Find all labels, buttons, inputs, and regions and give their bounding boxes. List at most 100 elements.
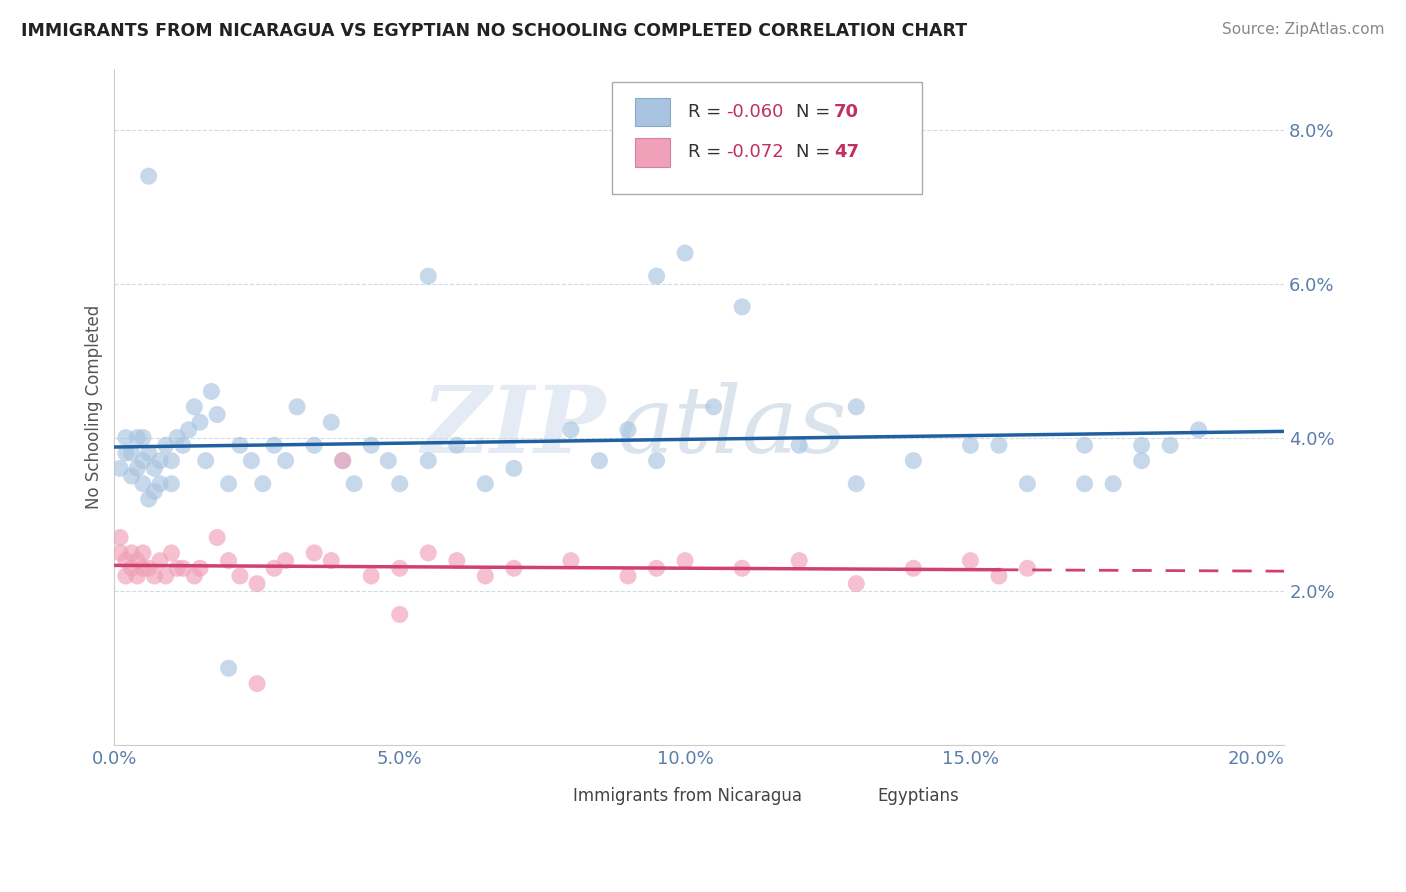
- FancyBboxPatch shape: [636, 97, 671, 126]
- Point: [1188, 423, 1211, 437]
- Point: [143, 484, 166, 499]
- Point: [240, 453, 263, 467]
- Point: [845, 476, 868, 491]
- Point: [160, 546, 183, 560]
- Point: [205, 408, 228, 422]
- Text: ZIP: ZIP: [422, 382, 606, 472]
- Point: [343, 476, 366, 491]
- Point: [617, 569, 640, 583]
- Point: [132, 546, 155, 560]
- Point: [127, 553, 149, 567]
- Text: N =: N =: [796, 103, 837, 120]
- FancyBboxPatch shape: [536, 787, 560, 805]
- Text: -0.060: -0.060: [727, 103, 783, 120]
- Point: [218, 476, 240, 491]
- Point: [1073, 438, 1095, 452]
- Point: [127, 461, 149, 475]
- Text: 70: 70: [834, 103, 859, 120]
- Point: [321, 415, 343, 429]
- Point: [1073, 476, 1095, 491]
- Text: R =: R =: [688, 144, 727, 161]
- Point: [731, 561, 754, 575]
- Point: [903, 561, 925, 575]
- Point: [218, 661, 240, 675]
- Point: [138, 492, 160, 507]
- Point: [132, 561, 155, 575]
- Point: [143, 461, 166, 475]
- Point: [987, 438, 1010, 452]
- Point: [246, 676, 269, 690]
- Point: [388, 607, 411, 622]
- FancyBboxPatch shape: [636, 138, 671, 167]
- Point: [155, 438, 177, 452]
- Point: [114, 431, 136, 445]
- Point: [645, 561, 668, 575]
- FancyBboxPatch shape: [839, 787, 863, 805]
- Point: [246, 576, 269, 591]
- Point: [673, 246, 696, 260]
- Point: [183, 400, 205, 414]
- Point: [274, 453, 297, 467]
- Point: [121, 561, 143, 575]
- Point: [959, 553, 981, 567]
- Point: [108, 531, 131, 545]
- Point: [149, 553, 172, 567]
- Point: [1017, 561, 1039, 575]
- Text: 47: 47: [834, 144, 859, 161]
- Text: Immigrants from Nicaragua: Immigrants from Nicaragua: [574, 787, 801, 805]
- Point: [166, 561, 188, 575]
- Point: [252, 476, 274, 491]
- Point: [446, 438, 468, 452]
- Point: [502, 461, 524, 475]
- Point: [560, 423, 582, 437]
- Point: [302, 546, 325, 560]
- Point: [160, 453, 183, 467]
- Point: [132, 476, 155, 491]
- Text: -0.072: -0.072: [727, 144, 785, 161]
- Point: [183, 569, 205, 583]
- Point: [114, 569, 136, 583]
- Point: [418, 546, 440, 560]
- Point: [388, 561, 411, 575]
- Point: [166, 431, 188, 445]
- Point: [172, 438, 194, 452]
- Point: [1130, 453, 1153, 467]
- Text: Source: ZipAtlas.com: Source: ZipAtlas.com: [1222, 22, 1385, 37]
- Point: [143, 569, 166, 583]
- Point: [132, 431, 155, 445]
- Text: N =: N =: [796, 144, 837, 161]
- Point: [446, 553, 468, 567]
- Point: [114, 446, 136, 460]
- Text: atlas: atlas: [617, 382, 846, 472]
- Text: R =: R =: [688, 103, 727, 120]
- Text: Egyptians: Egyptians: [877, 787, 959, 805]
- Point: [645, 453, 668, 467]
- Point: [132, 453, 155, 467]
- Point: [1130, 438, 1153, 452]
- Point: [617, 423, 640, 437]
- Point: [845, 400, 868, 414]
- Point: [188, 561, 211, 575]
- Point: [332, 453, 354, 467]
- Point: [127, 431, 149, 445]
- Point: [377, 453, 399, 467]
- Point: [108, 546, 131, 560]
- Point: [1102, 476, 1125, 491]
- Point: [731, 300, 754, 314]
- Point: [263, 561, 285, 575]
- Point: [172, 561, 194, 575]
- Point: [987, 569, 1010, 583]
- Point: [121, 469, 143, 483]
- Point: [673, 553, 696, 567]
- Point: [188, 415, 211, 429]
- Point: [194, 453, 217, 467]
- Point: [502, 561, 524, 575]
- Point: [121, 446, 143, 460]
- Point: [845, 576, 868, 591]
- Point: [263, 438, 285, 452]
- Point: [560, 553, 582, 567]
- Point: [177, 423, 200, 437]
- Point: [645, 269, 668, 284]
- Point: [787, 438, 810, 452]
- Point: [127, 569, 149, 583]
